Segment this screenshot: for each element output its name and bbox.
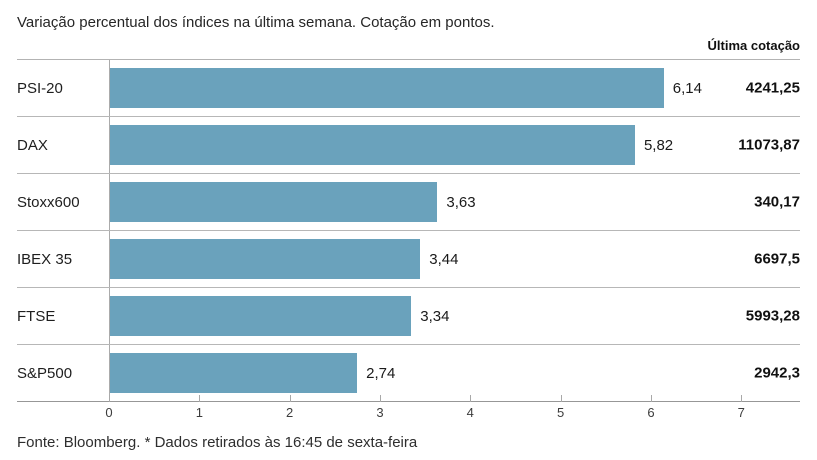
x-axis-tick-mark [650,395,652,402]
bar-track: 3,63 340,17 [109,174,800,230]
x-axis-tick-label: 3 [376,405,384,420]
last-quote-value: 6697,5 [754,250,800,268]
x-axis-tick-mark [109,395,110,402]
x-axis-tick-label: 4 [466,405,474,420]
bar-value-label: 3,34 [420,307,450,325]
quotes-header-row: Última cotação [17,37,800,55]
bar-value-label: 6,14 [672,79,702,97]
x-axis-tick-mark [289,395,291,402]
chart-row: DAX 5,82 11073,87 [17,117,800,174]
source-note: Fonte: Bloomberg. * Dados retirados às 1… [17,434,418,451]
bar-value-label: 2,74 [366,364,396,382]
axis-left-spacer [17,402,109,420]
chart-row: FTSE 3,34 5993,28 [17,288,800,345]
chart-title: Variação percentual dos índices na últim… [17,14,495,31]
x-axis-tick-label: 2 [286,405,294,420]
x-axis-tick-label: 7 [737,405,745,420]
bar-track: 3,44 6697,5 [109,231,800,287]
bar [110,125,635,165]
bar-value-label: 5,82 [643,136,674,154]
last-quote-value: 2942,3 [754,364,800,382]
x-axis-tick-mark [560,395,562,402]
row-category-label: FTSE [17,307,56,325]
row-category-label: PSI-20 [17,79,63,97]
bar-track: 6,14 4241,25 [109,60,800,116]
bar [110,296,412,336]
bar [110,239,421,279]
chart-row: PSI-20 6,14 4241,25 [17,60,800,117]
row-category-label: S&P500 [17,364,73,382]
row-category-label: IBEX 35 [17,250,73,268]
chart-row: S&P500 2,74 2942,3 [17,345,800,402]
x-axis-tick-mark [379,395,381,402]
last-quote-value: 5993,28 [745,307,800,325]
row-category-label: Stoxx600 [17,193,80,211]
x-axis: 0 1 2 3 4 5 6 7 [17,395,800,420]
bar [110,68,664,108]
axis-tick-strip: 0 1 2 3 4 5 6 7 [105,395,800,420]
last-quote-value: 11073,87 [738,136,800,154]
bar-value-label: 3,44 [429,250,459,268]
bar [110,353,358,393]
x-axis-tick-mark [741,395,743,402]
x-axis-tick-label: 0 [105,405,113,420]
chart-rows: PSI-20 6,14 4241,25 DAX 5,82 11073,87 Stoxx600… [17,60,800,402]
chart-row: IBEX 35 3,44 6697,5 [17,231,800,288]
bar-track: 2,74 2942,3 [109,345,800,401]
x-axis-tick-label: 5 [557,405,565,420]
x-axis-tick-label: 1 [195,405,203,420]
bar-track: 5,82 11073,87 [109,117,800,173]
x-axis-tick-mark [470,395,472,402]
bar [110,182,438,222]
chart-row: Stoxx600 3,63 340,17 [17,174,800,231]
bar-chart: PSI-20 6,14 4241,25 DAX 5,82 11073,87 Stoxx600… [17,59,800,420]
x-axis-tick-label: 6 [647,405,655,420]
bar-track: 3,34 5993,28 [109,288,800,344]
last-quote-value: 340,17 [754,193,800,211]
x-axis-tick-mark [199,395,201,402]
last-quote-column-header: Última cotação [707,38,800,53]
row-category-label: DAX [17,136,48,154]
bar-value-label: 3,63 [446,193,476,211]
last-quote-value: 4241,25 [745,79,800,97]
